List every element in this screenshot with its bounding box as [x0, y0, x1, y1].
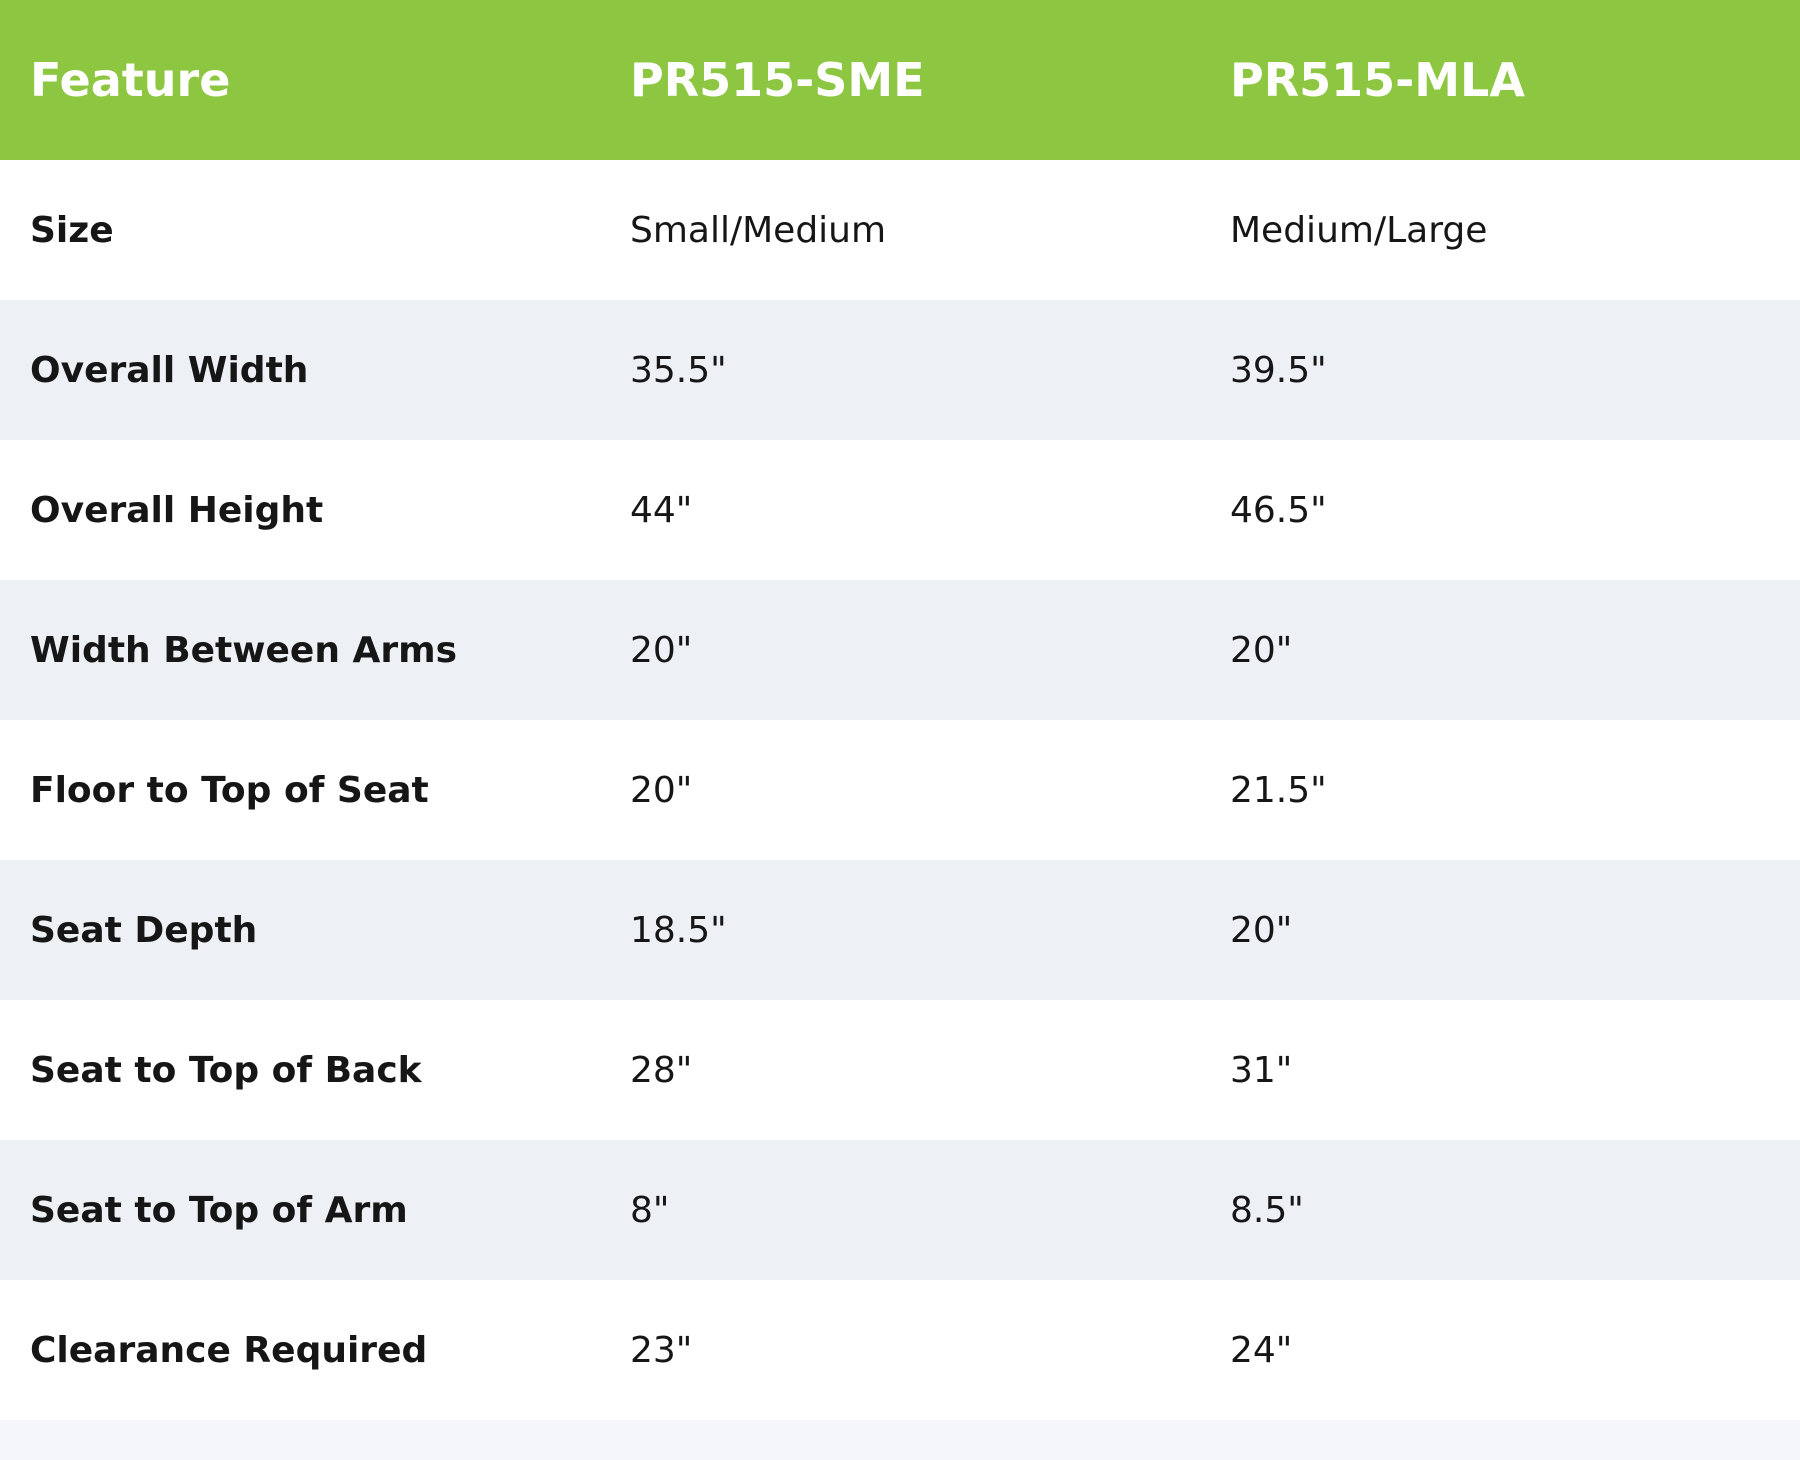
feature-cell: Size — [30, 209, 114, 251]
value-cell: 23" — [630, 1329, 693, 1371]
feature-cell: Seat to Top of Back — [30, 1049, 422, 1091]
header-row: Feature PR515-SME PR515-MLA — [0, 0, 1800, 160]
value-cell: 20" — [1230, 629, 1293, 671]
value-cell: Medium/Large — [1230, 209, 1488, 251]
feature-cell: Floor to Top of Seat — [30, 769, 429, 811]
feature-cell: Seat Depth — [30, 909, 258, 951]
value-cell: 24" — [1230, 1329, 1293, 1371]
value-cell: 18.5" — [630, 909, 727, 951]
table-row: Width Between Arms 20" 20" — [0, 580, 1800, 720]
table-row: Overall Height 44" 46.5" — [0, 440, 1800, 580]
header-cell: Feature — [30, 53, 231, 107]
feature-cell: Seat to Top of Arm — [30, 1189, 408, 1231]
table-row: Seat to Top of Arm 8" 8.5" — [0, 1140, 1800, 1280]
feature-cell: Overall Width — [30, 349, 309, 391]
header-cell: PR515-SME — [630, 53, 925, 107]
header-cell: PR515-MLA — [1230, 53, 1525, 107]
value-cell: 8.5" — [1230, 1189, 1304, 1231]
value-cell: 21.5" — [1230, 769, 1327, 811]
value-cell: Small/Medium — [630, 209, 887, 251]
spec-table: Feature PR515-SME PR515-MLA Size Small/Mediu… — [0, 0, 1800, 1420]
value-cell: 31" — [1230, 1049, 1293, 1091]
table-row: Overall Width 35.5" 39.5" — [0, 300, 1800, 440]
feature-cell: Clearance Required — [30, 1329, 428, 1371]
value-cell: 44" — [630, 489, 693, 531]
value-cell: 8" — [630, 1189, 670, 1231]
value-cell: 28" — [630, 1049, 693, 1091]
value-cell: 20" — [630, 629, 693, 671]
feature-cell: Width Between Arms — [30, 629, 458, 671]
value-cell: 20" — [630, 769, 693, 811]
table-row: Size Small/Medium Medium/Large — [0, 160, 1800, 300]
table-row: Floor to Top of Seat 20" 21.5" — [0, 720, 1800, 860]
value-cell: 46.5" — [1230, 489, 1327, 531]
table-row: Clearance Required 23" 24" — [0, 1280, 1800, 1420]
table-row: Seat to Top of Back 28" 31" — [0, 1000, 1800, 1140]
table-row: Seat Depth 18.5" 20" — [0, 860, 1800, 1000]
value-cell: 20" — [1230, 909, 1293, 951]
value-cell: 39.5" — [1230, 349, 1327, 391]
value-cell: 35.5" — [630, 349, 727, 391]
feature-cell: Overall Height — [30, 489, 324, 531]
